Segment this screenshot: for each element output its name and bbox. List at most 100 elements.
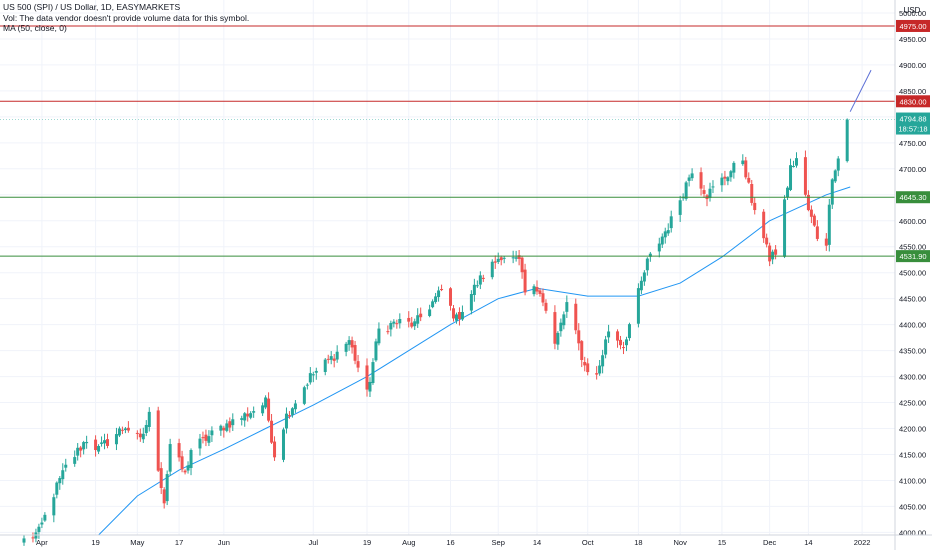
candle [228, 417, 232, 433]
time-axis[interactable]: Apr 19 May 17 Jun Jul 19 Aug 16 Sep 14 Oct 18 Nov 15 De… [0, 534, 932, 547]
candle-body [574, 303, 578, 331]
candle [639, 276, 643, 295]
candle-body [267, 398, 271, 421]
candle [117, 426, 121, 438]
candle [621, 341, 625, 355]
candle [699, 167, 703, 196]
time-tick-label: 14 [533, 538, 541, 547]
candle [210, 426, 214, 442]
candle [264, 395, 268, 410]
candle-body [371, 362, 375, 384]
candle [457, 307, 461, 326]
candle [273, 436, 277, 461]
candle-body [771, 251, 775, 260]
candle-body [249, 413, 253, 418]
candle [627, 322, 631, 341]
candle-body [141, 433, 145, 440]
candle [451, 304, 455, 322]
horizontal-line-price-label: 4830.00 [899, 97, 926, 106]
candle-body [678, 200, 682, 215]
candle [368, 377, 372, 397]
candle [144, 420, 148, 437]
candle-body [794, 158, 798, 166]
candle-body [690, 173, 694, 179]
candle-body [619, 339, 623, 346]
candle [765, 233, 769, 248]
candle-body [666, 230, 670, 234]
candle-body [311, 374, 315, 376]
candle [353, 340, 357, 365]
candle [595, 366, 599, 380]
candle-body [290, 408, 294, 415]
candle-body [699, 172, 703, 189]
trend-line-layer[interactable] [849, 69, 872, 112]
candles-layer [22, 118, 849, 546]
candle-body [460, 311, 464, 320]
candle [705, 194, 709, 207]
candle [669, 210, 673, 233]
candle-body [40, 522, 44, 525]
candle-body [222, 427, 226, 431]
candle [416, 308, 420, 328]
candle [290, 407, 294, 418]
ma-indicator-label[interactable]: MA (50, close, 0) [3, 23, 67, 33]
candle [499, 255, 503, 266]
price-tick-label: 4600.00 [899, 217, 926, 226]
candle [556, 331, 560, 350]
candle-body [624, 339, 628, 346]
candle [702, 185, 706, 198]
candle [177, 438, 181, 462]
candle [97, 444, 101, 455]
time-tick-label: 16 [446, 538, 454, 547]
horizontal-line-price-tag [896, 191, 930, 204]
candle [159, 462, 163, 495]
candle-body [398, 318, 402, 324]
candle [565, 295, 569, 318]
candle-body [37, 526, 41, 532]
candle-body [729, 171, 733, 178]
horizontal-line-price-label: 4645.30 [899, 193, 926, 202]
candle [598, 359, 602, 376]
candle-body [103, 440, 107, 444]
candle-body [389, 323, 393, 330]
candle-body [231, 419, 235, 426]
candle-body [720, 177, 724, 186]
candle-body [97, 446, 101, 452]
candle [523, 263, 527, 296]
candle [162, 487, 166, 509]
candle-body [201, 437, 205, 439]
candle [287, 411, 291, 419]
candle-body [648, 253, 652, 257]
candle [73, 450, 77, 467]
candle [344, 341, 348, 357]
candle-body [225, 423, 229, 431]
candle-body [803, 157, 807, 195]
horizontal-lines-layer[interactable] [0, 25, 895, 257]
trend-line[interactable] [849, 69, 872, 112]
candle-body [165, 474, 169, 502]
price-axis[interactable]: USD 4000.00 4050.00 4100.00 4150.00 4200.00 4… [894, 0, 926, 550]
price-tick-label: 4000.00 [899, 528, 926, 537]
symbol-title[interactable]: US 500 (SPI) / US Dollar, 1D, EASYMARKET… [3, 2, 181, 12]
candle-body [684, 182, 688, 199]
candle-body [31, 537, 35, 539]
ma-line [98, 186, 851, 536]
candle [335, 345, 339, 363]
price-tick-label: 4150.00 [899, 450, 926, 459]
candle-body [186, 465, 190, 471]
candle-body [135, 432, 139, 434]
candle [660, 233, 664, 248]
candle-body [657, 243, 661, 252]
candle [52, 493, 56, 523]
candle [281, 427, 285, 463]
candle-body [270, 420, 274, 443]
candle [562, 311, 566, 330]
candle-body [308, 373, 312, 383]
candle-body [284, 413, 288, 429]
candle-body [386, 331, 390, 333]
candle [741, 154, 745, 166]
candle [726, 176, 730, 186]
candle-body [204, 434, 208, 441]
